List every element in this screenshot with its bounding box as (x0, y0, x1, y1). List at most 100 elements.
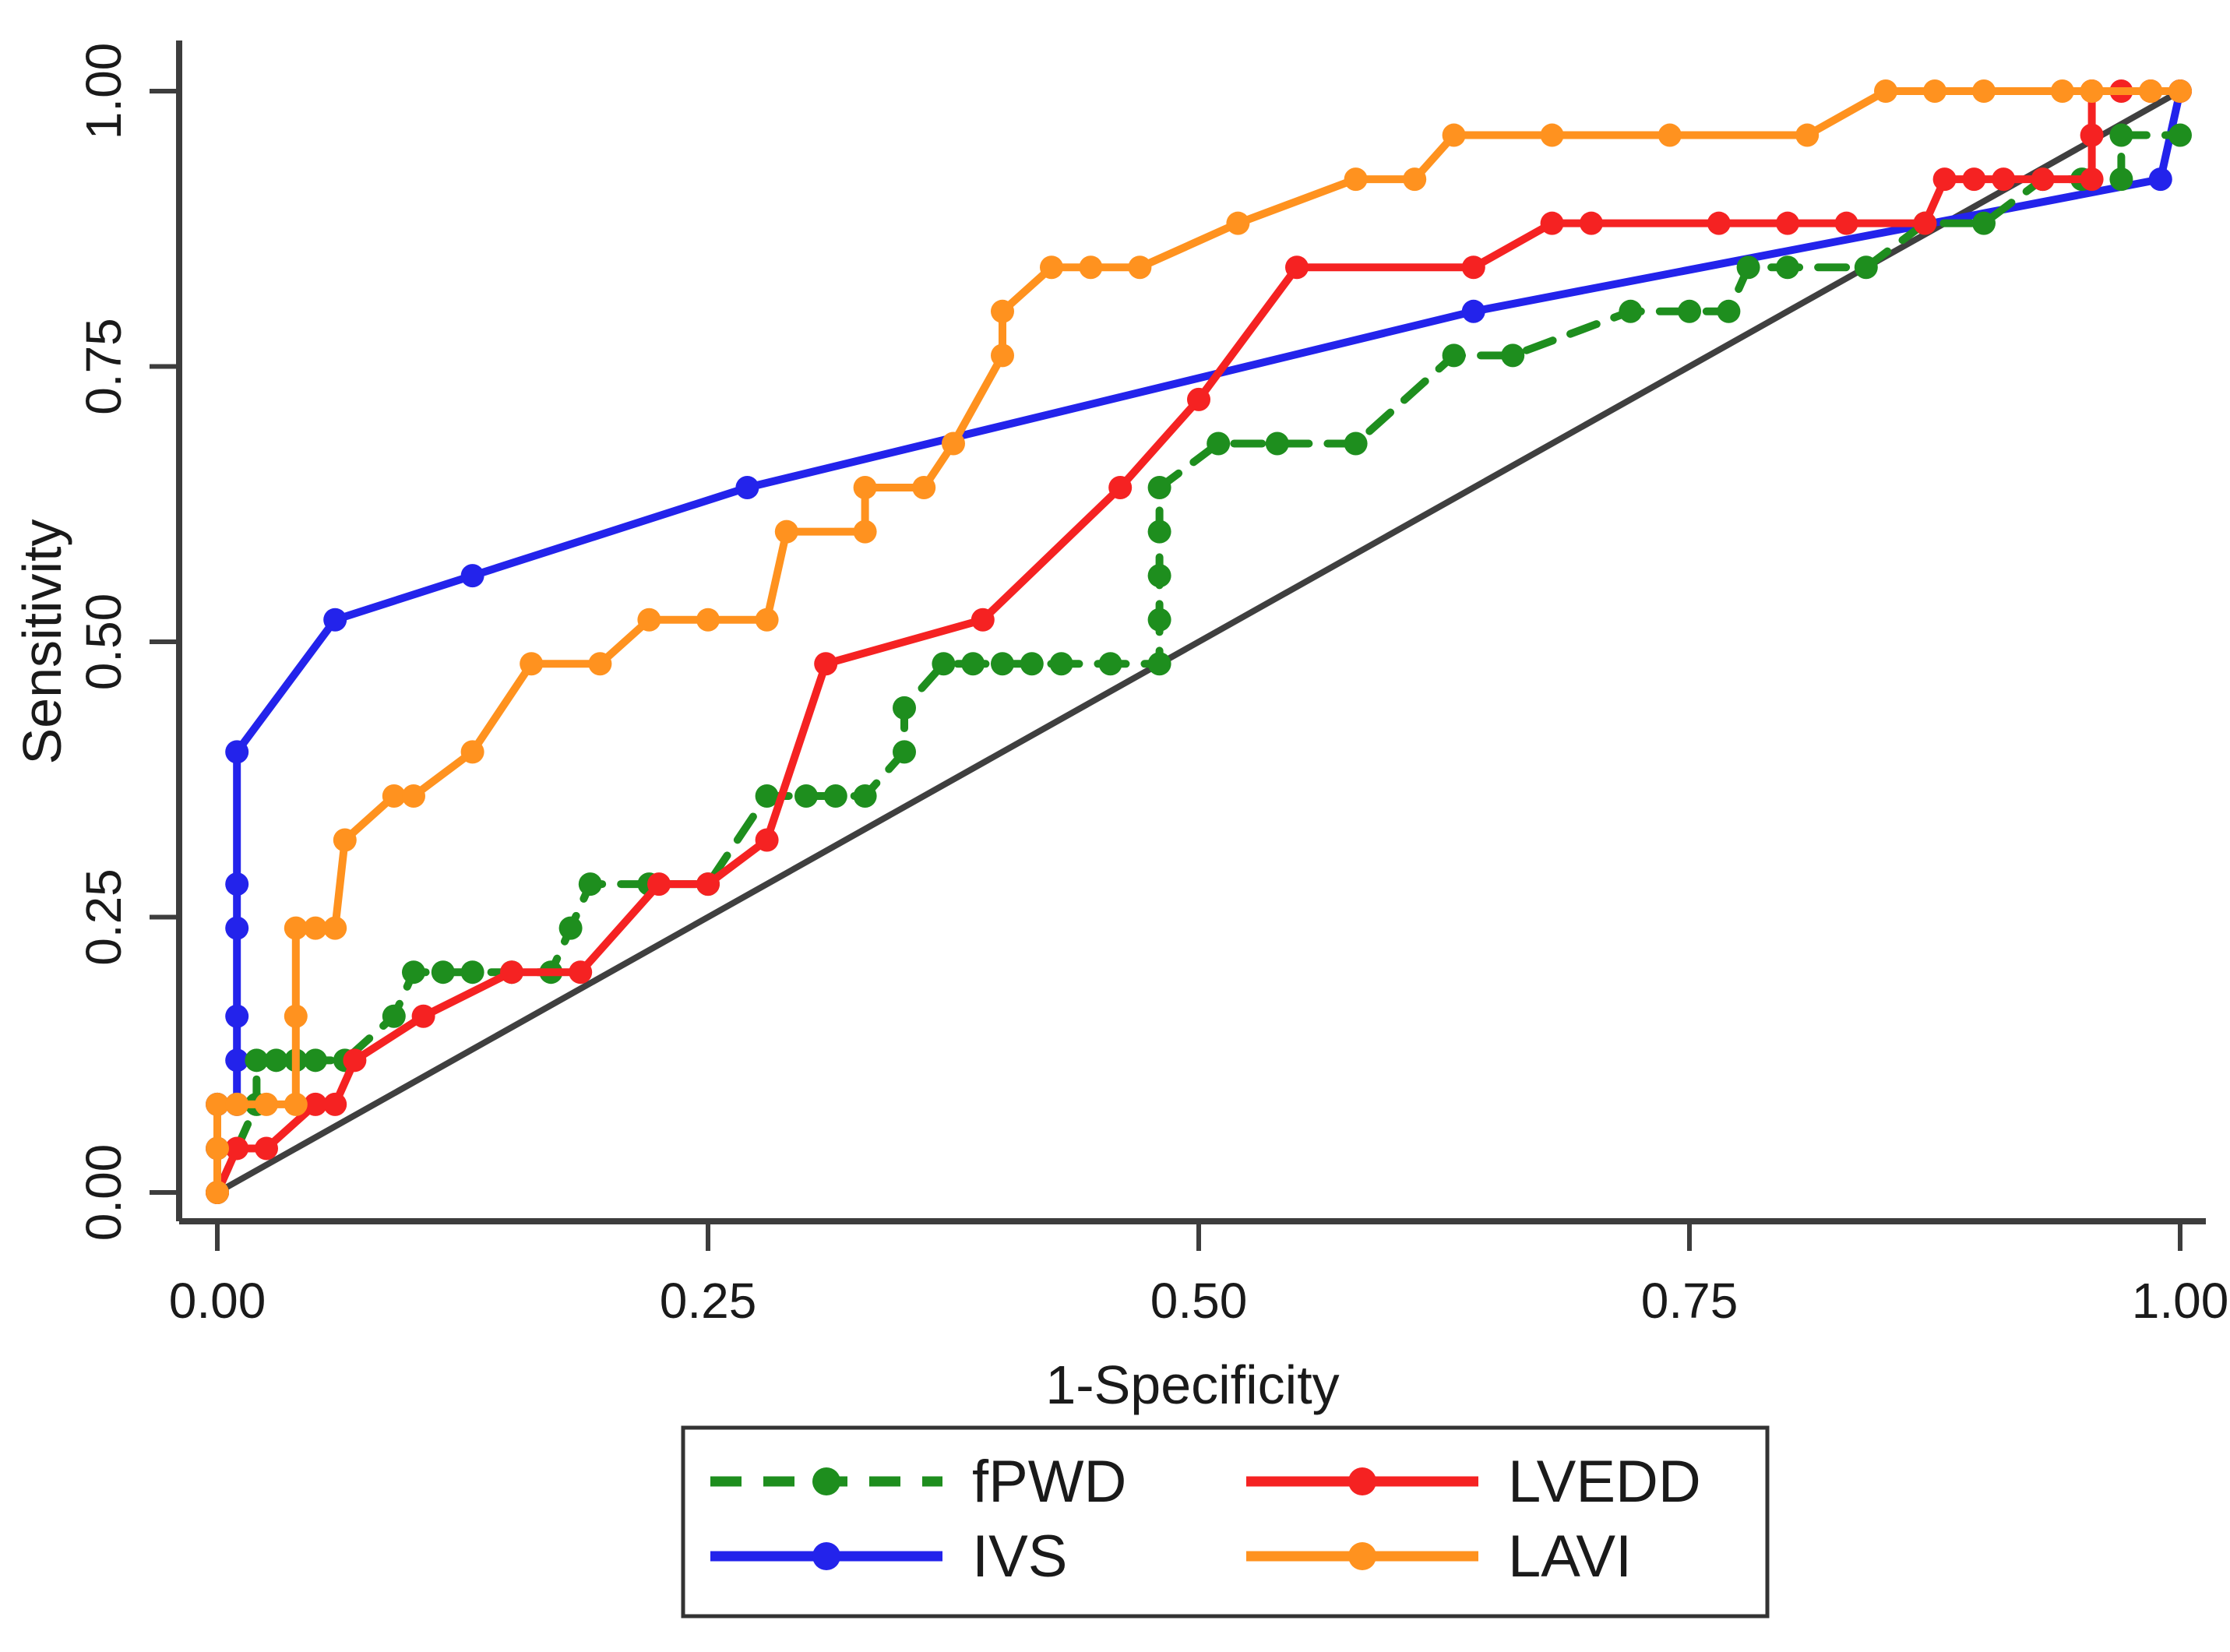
data-point (932, 652, 956, 676)
data-point (578, 872, 602, 896)
chance-diagonal (216, 88, 2182, 1196)
data-point (2080, 79, 2104, 103)
legend-entry-ivs: IVS (710, 1523, 1068, 1590)
data-point (382, 1004, 406, 1028)
data-point (1913, 211, 1937, 235)
data-point (1932, 167, 1957, 192)
data-point (225, 1136, 249, 1161)
series-lavi (206, 79, 2192, 1204)
data-point (942, 431, 965, 456)
data-point (1147, 564, 1171, 588)
data-point (520, 652, 544, 676)
data-point (1079, 255, 1103, 280)
series-line-fpwd (213, 131, 2184, 1196)
data-point (893, 740, 916, 764)
data-point (284, 1004, 308, 1028)
data-point (1776, 211, 1799, 235)
data-point (1619, 299, 1643, 323)
data-point (1854, 255, 1878, 280)
data-point (225, 1092, 249, 1116)
data-point (304, 916, 327, 940)
data-point (1972, 79, 1996, 103)
data-point (1707, 211, 1731, 235)
curves (206, 79, 2192, 1204)
data-point (991, 652, 1014, 676)
data-point (991, 299, 1014, 323)
data-point (1108, 476, 1133, 500)
data-point (1040, 255, 1063, 280)
data-point (225, 1048, 249, 1073)
x-tick-label: 0.50 (1150, 1273, 1248, 1329)
legend-label: IVS (972, 1523, 1068, 1590)
data-point (2109, 123, 2133, 147)
data-point (323, 608, 347, 632)
data-point (558, 916, 583, 940)
data-point (696, 608, 720, 632)
data-point (382, 784, 406, 808)
data-point (1540, 123, 1564, 147)
x-tick-label: 0.75 (1641, 1273, 1739, 1329)
data-point (264, 1048, 288, 1073)
legend-swatch-dot (812, 1467, 840, 1495)
data-point (1923, 79, 1946, 103)
data-point (696, 872, 720, 896)
data-point (1442, 343, 1466, 368)
data-point (431, 960, 455, 985)
data-point (304, 1048, 327, 1073)
data-point (225, 872, 249, 896)
data-point (304, 1092, 327, 1116)
y-axis-title: Sensitivity (12, 519, 72, 764)
data-point (893, 696, 916, 720)
data-point (1020, 652, 1044, 676)
data-point (1874, 79, 1897, 103)
data-point (1344, 431, 1368, 456)
data-point (411, 1004, 435, 1028)
data-point (245, 1048, 269, 1073)
data-point (2139, 79, 2163, 103)
axes: 0.00 0.25 0.50 0.75 1.00 0.00 0.25 0.50 0.75 1.00 (76, 41, 2228, 1329)
series-line-lvedd (213, 87, 2184, 1196)
data-point (1580, 211, 1603, 235)
data-point (1147, 608, 1171, 632)
data-point (2031, 167, 2055, 192)
data-point (774, 520, 798, 544)
data-point (814, 652, 838, 676)
data-point (460, 740, 484, 764)
data-point (1344, 167, 1368, 192)
legend: fPWD LVEDD IVS LAVI (681, 1425, 1770, 1619)
x-tick-label: 0.25 (660, 1273, 757, 1329)
data-point (1658, 123, 1682, 147)
data-point (755, 828, 779, 852)
data-point (1147, 652, 1171, 676)
data-point (1834, 211, 1858, 235)
data-point (2109, 167, 2133, 192)
legend-entry-lvedd: LVEDD (1246, 1449, 1701, 1515)
data-point (2168, 79, 2192, 103)
data-point (637, 608, 661, 632)
legend-label: fPWD (972, 1449, 1126, 1515)
data-point (323, 1092, 347, 1116)
data-point (1795, 123, 1820, 147)
data-point (1098, 652, 1122, 676)
data-point (1992, 167, 2016, 192)
data-point (1717, 299, 1741, 323)
data-point (225, 740, 249, 764)
data-point (991, 343, 1014, 368)
data-point (323, 916, 347, 940)
data-point (1678, 299, 1701, 323)
data-point (284, 1092, 308, 1116)
data-point (2050, 79, 2074, 103)
data-point (853, 520, 877, 544)
data-point (853, 476, 877, 500)
data-point (1265, 431, 1289, 456)
data-point (206, 1181, 229, 1204)
data-point (1403, 167, 1427, 192)
data-point (402, 784, 425, 808)
y-tick-label: 1.00 (76, 43, 132, 140)
data-point (1285, 255, 1309, 280)
legend-entry-lavi: LAVI (1246, 1523, 1632, 1590)
data-point (1128, 255, 1152, 280)
data-point (912, 476, 936, 500)
